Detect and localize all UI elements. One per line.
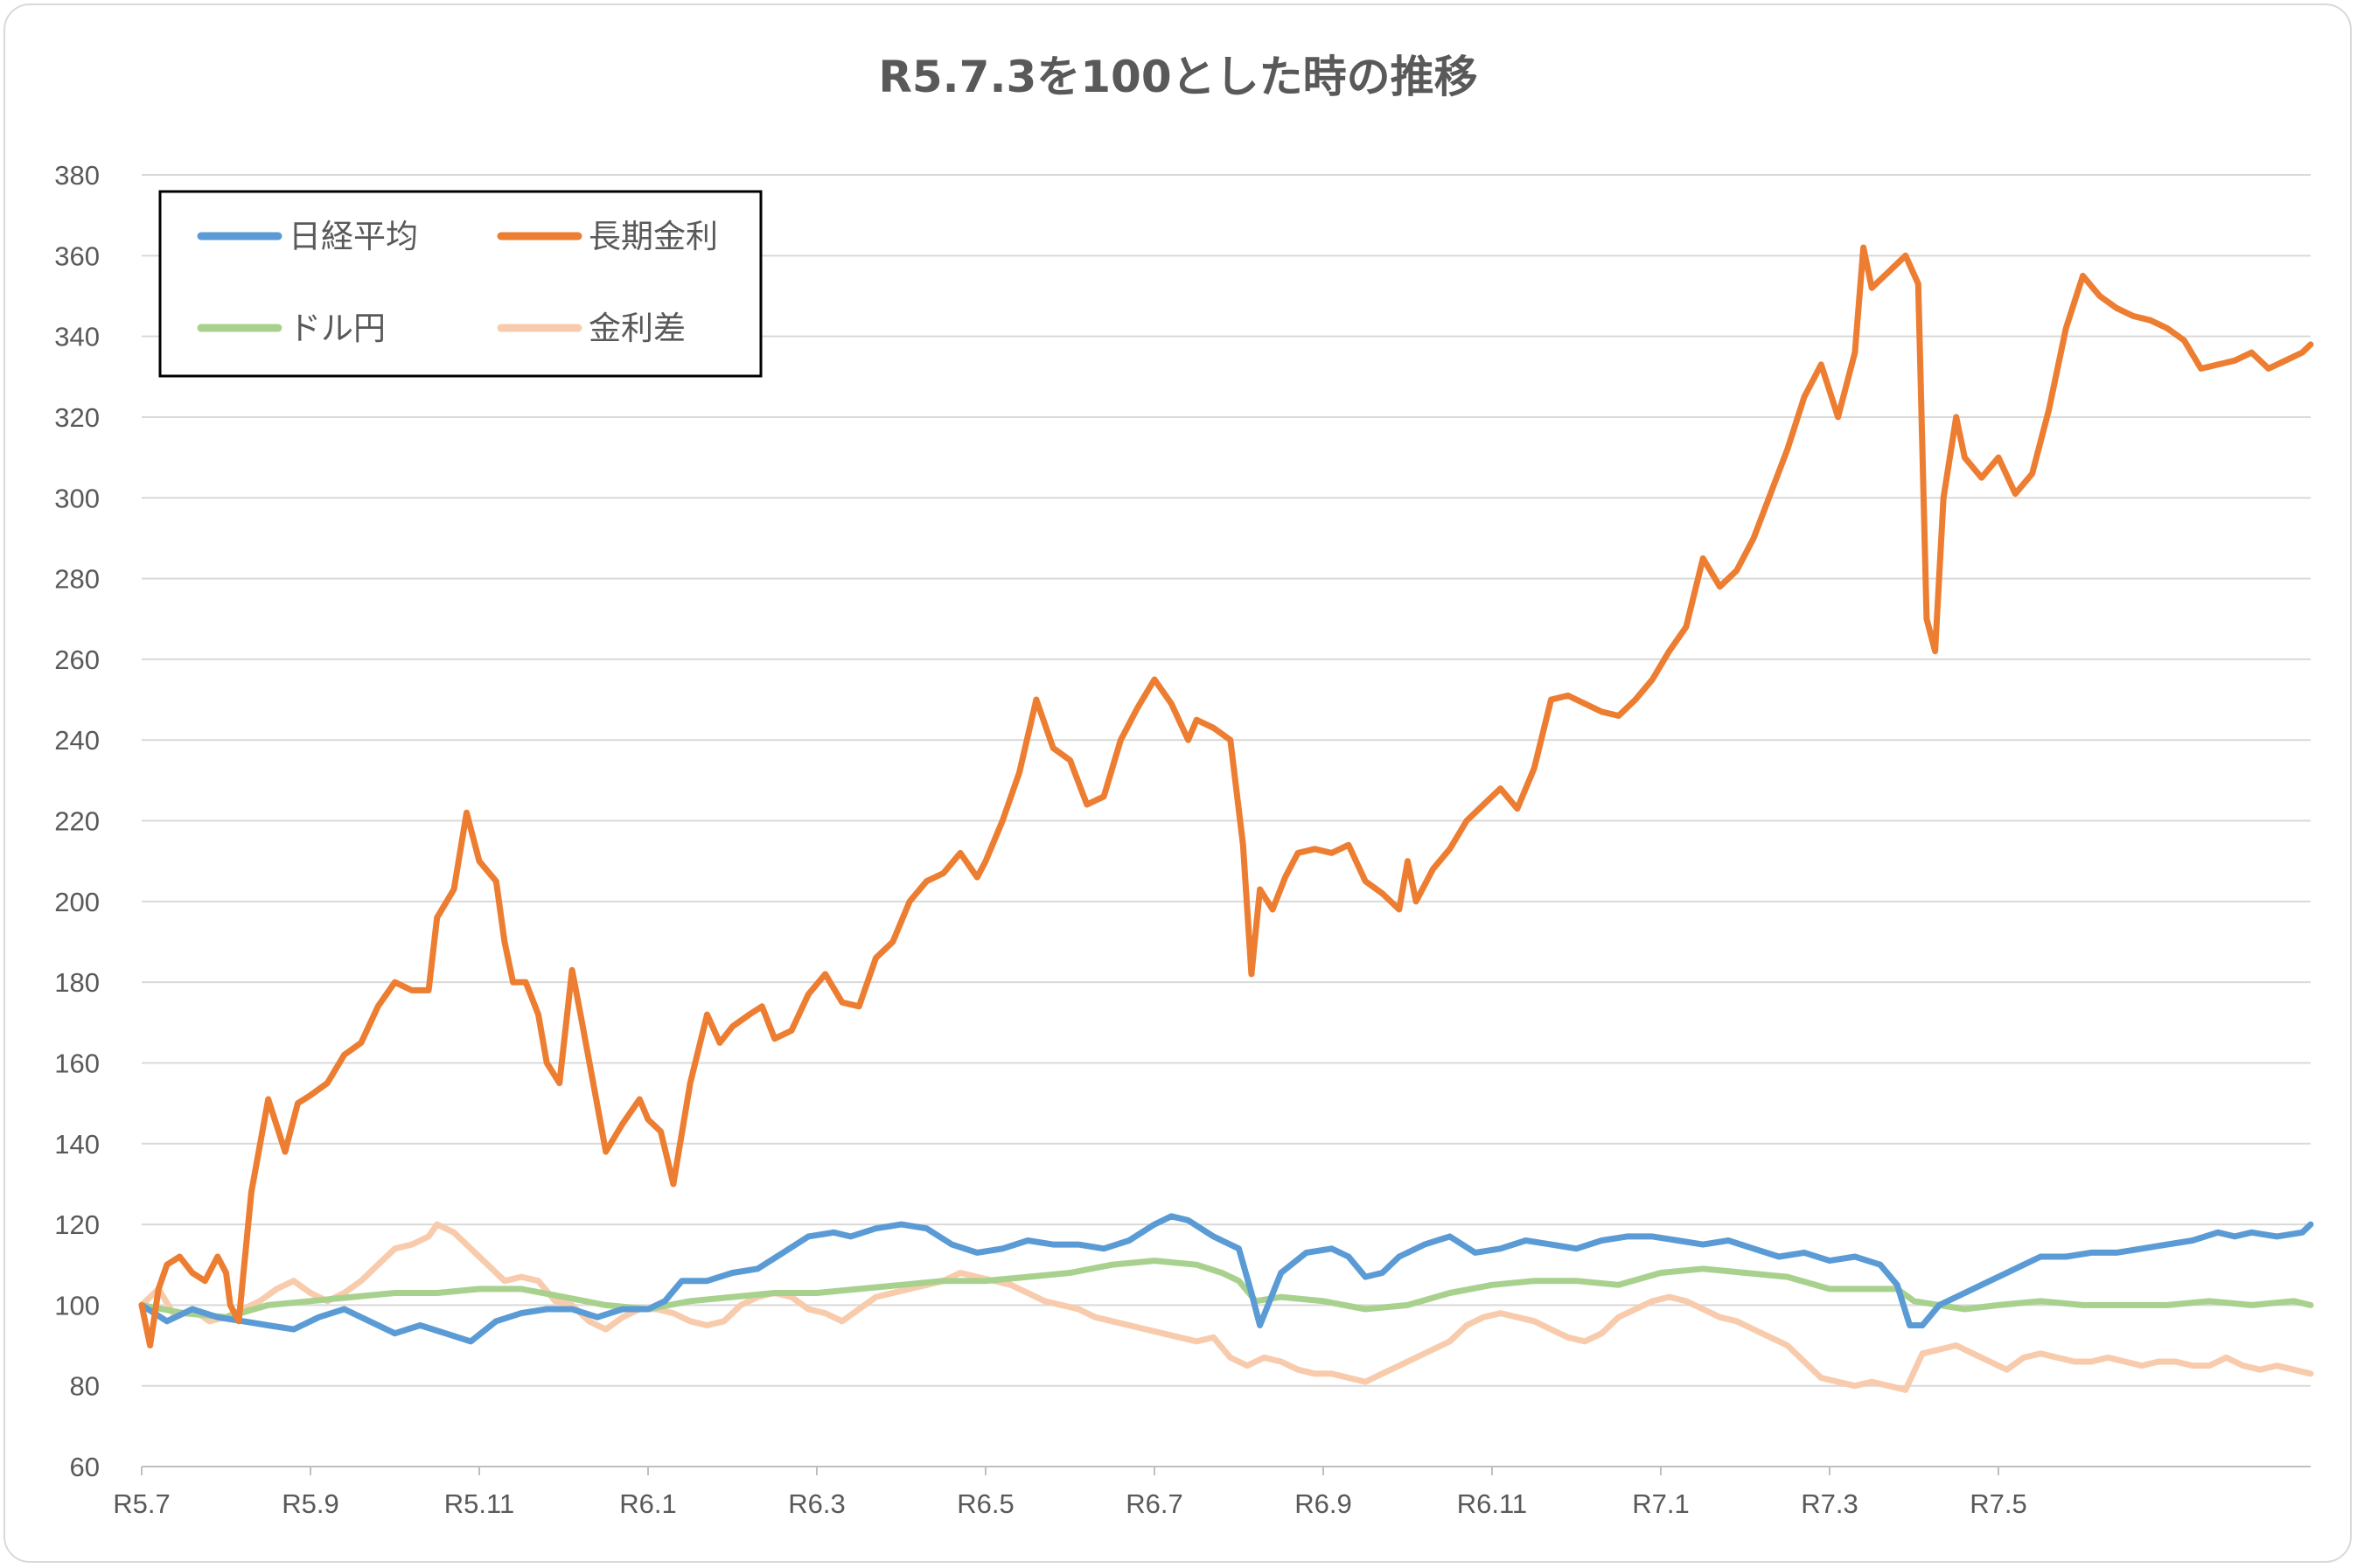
x-tick-label: R5.11 <box>444 1488 514 1519</box>
y-tick-label: 360 <box>54 240 100 271</box>
y-tick-label: 100 <box>54 1290 100 1321</box>
x-tick-label: R6.1 <box>619 1488 676 1519</box>
x-tick-label: R5.9 <box>282 1488 338 1519</box>
x-tick-label: R7.5 <box>1970 1488 2026 1519</box>
axes: 60 80 100 120 140 160 180 200 220 240 260 280 300 320… <box>54 160 2311 1519</box>
y-tick-label: 240 <box>54 725 100 756</box>
y-tick-label: 340 <box>54 322 100 352</box>
y-tick-label: 260 <box>54 645 100 675</box>
y-tick-label: 320 <box>54 402 100 433</box>
series-line-0 <box>138 1213 2314 1345</box>
x-tick-label: R5.7 <box>113 1488 170 1519</box>
series-line-3 <box>138 1221 2314 1393</box>
x-tick-label: R6.7 <box>1126 1488 1182 1519</box>
chart-title: R5.7.3を100とした時の推移 <box>878 52 1477 102</box>
series-lines <box>138 244 2314 1393</box>
y-tick-label: 80 <box>70 1371 100 1402</box>
x-tick-label: R6.9 <box>1294 1488 1351 1519</box>
legend-label-1: 長期金利 <box>589 218 718 255</box>
y-tick-label: 200 <box>54 887 100 917</box>
series-line-1 <box>138 244 2314 1348</box>
legend-label-0: 日経平均 <box>289 218 418 255</box>
legend-label-2: ドル円 <box>289 310 386 347</box>
legend-label-3: 金利差 <box>589 310 686 347</box>
y-tick-label: 180 <box>54 967 100 998</box>
y-tick-label: 380 <box>54 160 100 191</box>
x-tick-label: R6.5 <box>957 1488 1014 1519</box>
y-tick-label: 60 <box>70 1452 100 1482</box>
x-tick-label: R7.3 <box>1801 1488 1858 1519</box>
x-tick-label: R7.1 <box>1632 1488 1689 1519</box>
series-line-2 <box>138 1258 2314 1321</box>
x-tick-label: R6.3 <box>788 1488 845 1519</box>
y-tick-label: 300 <box>54 483 100 513</box>
y-tick-label: 160 <box>54 1048 100 1078</box>
y-tick-label: 140 <box>54 1129 100 1160</box>
x-tick-label: R6.11 <box>1457 1488 1527 1519</box>
legend-box <box>158 190 763 378</box>
y-tick-label: 280 <box>54 564 100 595</box>
y-tick-label: 120 <box>54 1209 100 1240</box>
y-tick-label: 220 <box>54 806 100 837</box>
